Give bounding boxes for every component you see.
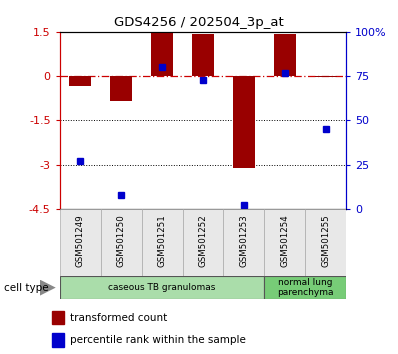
Text: GSM501252: GSM501252	[199, 214, 207, 267]
Text: GSM501249: GSM501249	[76, 214, 85, 267]
Bar	[314, 76, 337, 77]
Bar	[60, 209, 101, 276]
Text: normal lung
parenchyma: normal lung parenchyma	[277, 278, 334, 297]
Polygon shape	[40, 280, 56, 296]
Bar	[52, 311, 64, 324]
Bar	[69, 76, 92, 86]
Bar	[223, 209, 264, 276]
Bar	[305, 209, 346, 276]
Bar	[110, 76, 133, 101]
Bar	[52, 333, 64, 347]
Text: caseous TB granulomas: caseous TB granulomas	[108, 283, 216, 292]
Text: GSM501253: GSM501253	[240, 214, 248, 267]
Bar	[273, 34, 296, 76]
Text: percentile rank within the sample: percentile rank within the sample	[70, 335, 246, 345]
Text: cell type: cell type	[4, 282, 49, 293]
Bar	[151, 33, 173, 76]
Text: GSM501250: GSM501250	[117, 214, 126, 267]
Bar	[264, 209, 305, 276]
Text: transformed count: transformed count	[70, 313, 168, 323]
Text: GSM501254: GSM501254	[280, 214, 289, 267]
Bar	[233, 76, 255, 167]
Bar	[60, 276, 264, 299]
Bar	[192, 34, 214, 76]
Text: GSM501255: GSM501255	[321, 214, 330, 267]
Text: GDS4256 / 202504_3p_at: GDS4256 / 202504_3p_at	[114, 16, 284, 29]
Bar	[264, 276, 346, 299]
Bar	[101, 209, 142, 276]
Bar	[183, 209, 223, 276]
Text: GSM501251: GSM501251	[158, 214, 166, 267]
Bar	[142, 209, 183, 276]
